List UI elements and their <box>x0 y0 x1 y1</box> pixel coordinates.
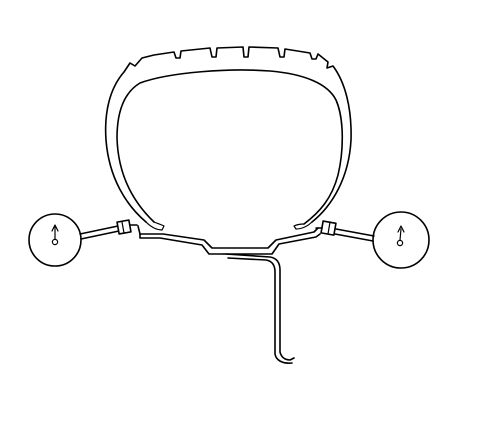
right-dial-gauge <box>315 211 430 269</box>
left-probe-clamp <box>116 219 132 235</box>
left-probe-arm-bottom <box>80 230 120 240</box>
right-probe-clamp-slot <box>327 221 331 235</box>
left-probe-arm-top <box>79 225 119 235</box>
tire <box>104 46 352 231</box>
rim-lower-right-profile <box>223 233 321 255</box>
rim-lower-profile <box>139 233 225 255</box>
tire-outer-tread <box>104 46 352 223</box>
left-probe-clamp-slot <box>121 221 125 234</box>
right-gauge-needle <box>399 228 402 241</box>
right-gauge-needle-tip <box>397 225 405 233</box>
wheel-disc-inner <box>227 257 293 364</box>
left-dial-gauge <box>28 213 138 267</box>
right-probe-arm-top <box>335 228 375 237</box>
wheel-disc <box>225 253 295 361</box>
left-gauge-face <box>28 213 82 267</box>
left-gauge-needle-tip <box>51 224 59 232</box>
right-gauge-face <box>372 211 430 269</box>
left-gauge-center <box>51 238 59 246</box>
tire-left-bead <box>145 221 165 231</box>
right-gauge-center <box>396 239 404 247</box>
tire-right-bead <box>293 221 313 230</box>
right-probe-arm-bottom <box>334 233 374 242</box>
wheel-rim <box>137 225 321 364</box>
rim-upper-profile <box>137 225 319 249</box>
tire-inner-liner <box>116 69 344 225</box>
